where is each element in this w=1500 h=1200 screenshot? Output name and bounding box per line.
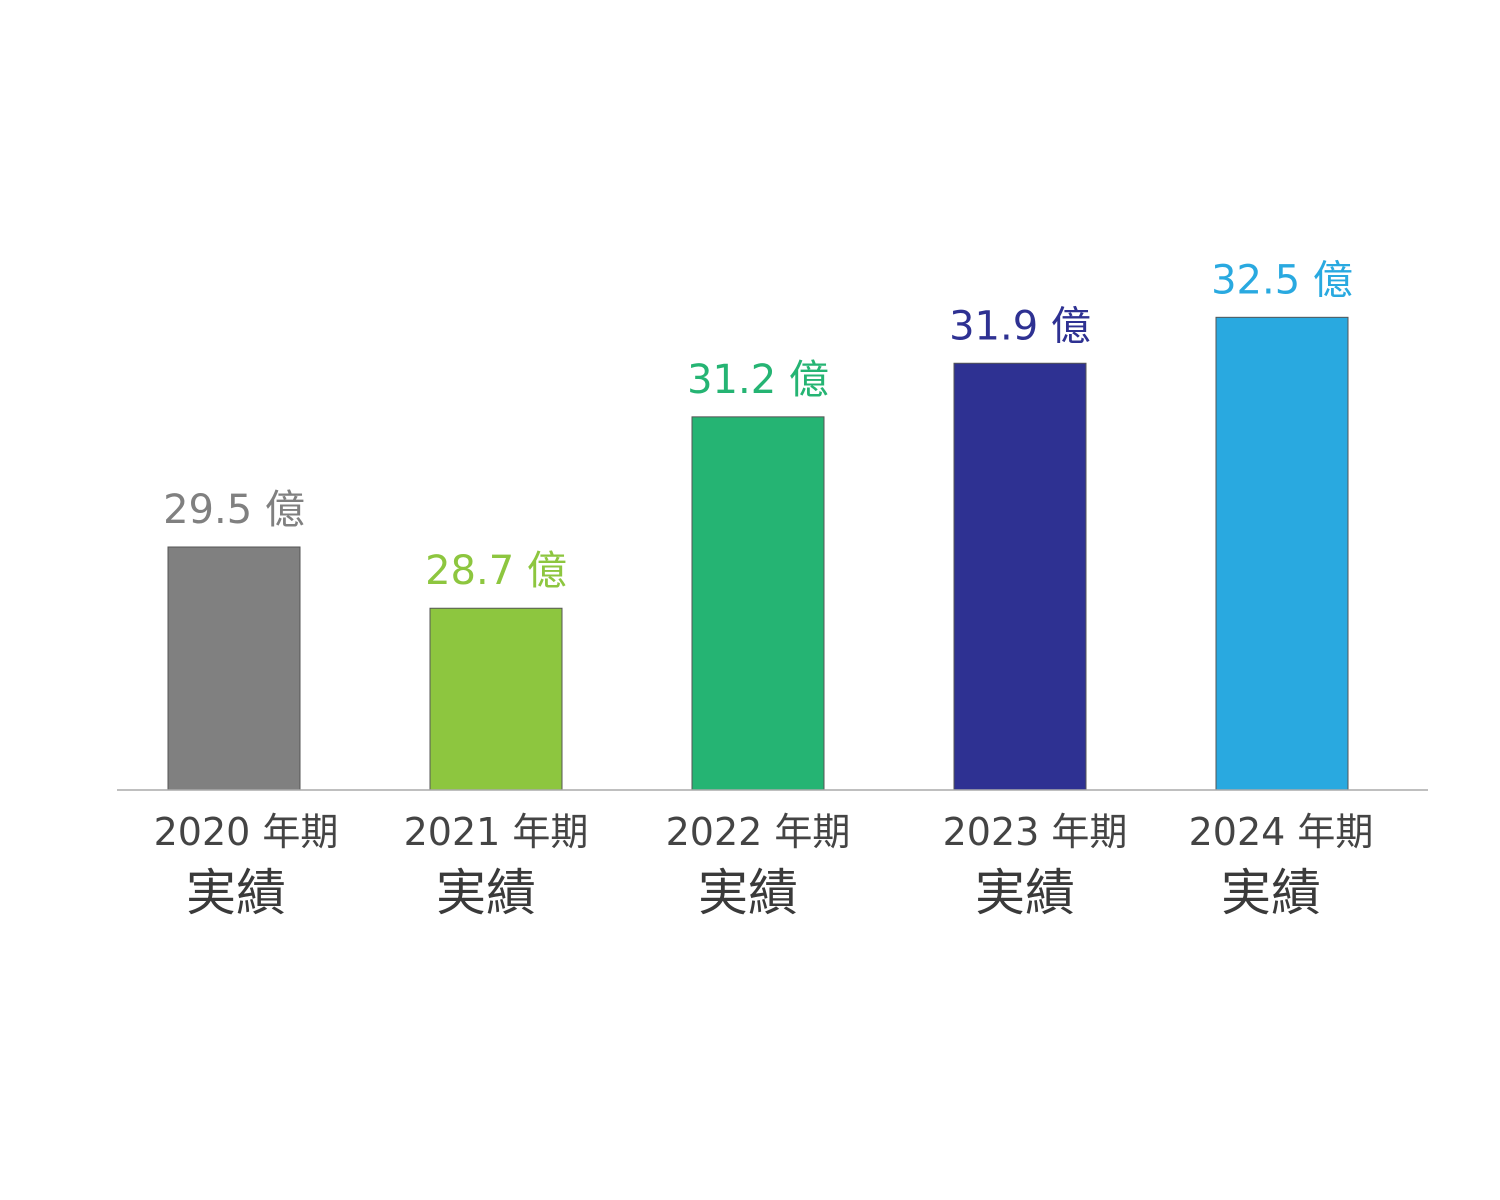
bar-1 — [429, 607, 563, 791]
category-label-result-0: 実績 — [186, 864, 286, 922]
category-label-result-2: 実績 — [698, 864, 798, 922]
category-label-year-4: 2024 年期 — [1189, 810, 1374, 854]
category-label-year-3: 2023 年期 — [943, 810, 1128, 854]
bar-value-label-2: 31.2 億 — [687, 357, 829, 403]
bar-value-label-0: 29.5 億 — [163, 487, 305, 533]
bar-3 — [953, 362, 1087, 791]
bar-4 — [1215, 316, 1349, 791]
bars-layer — [167, 316, 1349, 791]
bar-value-label-1: 28.7 億 — [425, 548, 567, 594]
category-label-year-2: 2022 年期 — [666, 810, 851, 854]
category-label-result-3: 実績 — [975, 864, 1075, 922]
category-label-result-4: 実績 — [1221, 864, 1321, 922]
bar-2 — [691, 416, 825, 791]
category-label-year-1: 2021 年期 — [404, 810, 589, 854]
bar-value-label-3: 31.9 億 — [949, 303, 1091, 349]
bar-0 — [167, 546, 301, 791]
bar-value-label-4: 32.5 億 — [1211, 257, 1353, 303]
category-label-result-1: 実績 — [436, 864, 536, 922]
category-label-year-0: 2020 年期 — [154, 810, 339, 854]
labels-layer: 29.5 億 28.7 億 31.2 億 31.9 億 32.5 億 — [163, 257, 1353, 594]
